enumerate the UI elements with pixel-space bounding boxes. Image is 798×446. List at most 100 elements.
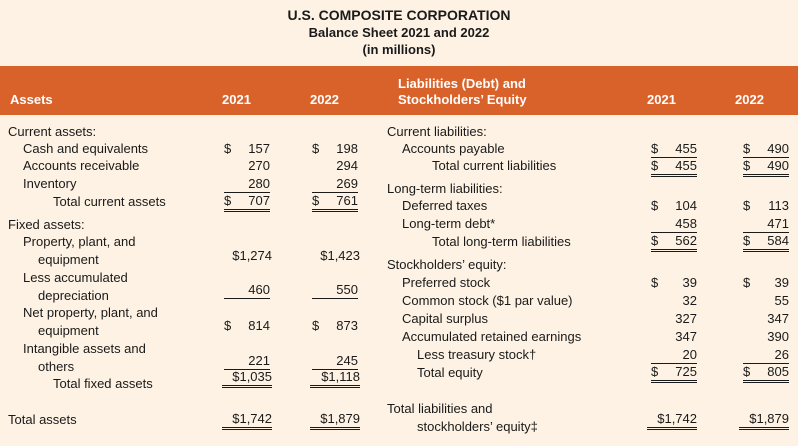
liabilities-year-2022-header: 2022: [735, 92, 764, 107]
ppe-label-line2: equipment: [38, 252, 99, 267]
capital-surplus-label: Capital surplus: [402, 311, 488, 326]
currency-symbol: $: [312, 193, 320, 208]
currency-symbol: $: [743, 364, 751, 379]
total-fixed-assets-2022: $1,118: [310, 369, 360, 388]
payable-2022: $490: [743, 141, 789, 158]
currency-symbol: $: [224, 318, 232, 333]
total-fixed-assets-label: Total fixed assets: [53, 376, 153, 391]
receivable-label: Accounts receivable: [23, 158, 140, 173]
retained-earnings-2021: 347: [675, 329, 697, 344]
currency-symbol: $: [743, 198, 751, 213]
retained-earnings-2022: 390: [767, 329, 789, 344]
total-fixed-assets-2021: $1,035: [222, 369, 272, 388]
total-assets-label: Total assets: [8, 412, 77, 427]
longterm-debt-label: Long-term debt*: [402, 216, 496, 231]
payable-label: Accounts payable: [402, 141, 505, 156]
total-liab-equity-label-line2: stockholders’ equity‡: [417, 419, 538, 434]
liabilities-column-header: Liabilities (Debt) and Stockholders’ Equ…: [398, 76, 527, 107]
total-current-liabilities-label: Total current liabilities: [432, 158, 557, 173]
current-liabilities-heading: Current liabilities:: [387, 124, 487, 139]
receivable-2022: 294: [336, 158, 358, 173]
common-stock-2021: 32: [682, 293, 697, 308]
total-current-assets-label: Total current assets: [53, 194, 166, 209]
total-equity-label: Total equity: [417, 365, 483, 380]
preferred-stock-label: Preferred stock: [402, 275, 491, 290]
liabilities-header-line1: Liabilities (Debt) and: [398, 76, 526, 91]
units-note: (in millions): [362, 42, 436, 57]
treasury-stock-2022: 26: [743, 347, 789, 364]
inventory-2021: 280: [224, 176, 270, 193]
currency-symbol: $: [651, 198, 659, 213]
total-longterm-liabilities-2022: $584: [743, 233, 789, 252]
capital-surplus-2021: 327: [675, 311, 697, 326]
total-equity-2021: $725: [651, 364, 697, 383]
currency-symbol: $: [743, 275, 751, 290]
common-stock-label: Common stock ($1 par value): [402, 293, 573, 308]
total-current-assets-2022: $761: [312, 193, 358, 212]
currency-symbol: $: [651, 233, 659, 248]
accum-dep-label-line1: Less accumulated: [23, 270, 128, 285]
total-longterm-liabilities-label: Total long-term liabilities: [432, 234, 571, 249]
cash-label: Cash and equivalents: [23, 141, 149, 156]
inventory-2022: 269: [312, 176, 358, 193]
total-liab-equity-label-line1: Total liabilities and: [387, 401, 493, 416]
treasury-stock-label: Less treasury stock†: [417, 347, 537, 362]
cash-2021: $157: [224, 141, 270, 156]
fixed-assets-heading: Fixed assets:: [8, 217, 85, 232]
total-liab-equity-2022: $1,879: [739, 411, 789, 430]
total-assets-2021: $1,742: [222, 411, 272, 430]
total-current-assets-2021: $707: [224, 193, 270, 212]
currency-symbol: $: [651, 158, 659, 173]
total-longterm-liabilities-2021: $562: [651, 233, 697, 252]
currency-symbol: $: [743, 233, 751, 248]
cash-2022: $198: [312, 141, 358, 156]
statement-title: Balance Sheet 2021 and 2022: [308, 25, 490, 40]
deferred-taxes-label: Deferred taxes: [402, 198, 488, 213]
company-name: U.S. COMPOSITE CORPORATION: [287, 7, 511, 23]
currency-symbol: $: [743, 158, 751, 173]
total-assets-2022: $1,879: [310, 411, 360, 430]
ppe-label-line1: Property, plant, and: [23, 234, 136, 249]
liabilities-header-line2: Stockholders’ Equity: [398, 92, 527, 107]
assets-year-2021-header: 2021: [222, 92, 251, 107]
accum-dep-2022: 550: [312, 282, 358, 299]
current-assets-heading: Current assets:: [8, 124, 97, 139]
longterm-liabilities-heading: Long-term liabilities:: [387, 181, 503, 196]
intangible-2022: 245: [312, 353, 358, 370]
net-ppe-label-line2: equipment: [38, 323, 99, 338]
receivable-2021: 270: [248, 158, 270, 173]
common-stock-2022: 55: [774, 293, 789, 308]
liabilities-year-2021-header: 2021: [647, 92, 676, 107]
currency-symbol: $: [651, 141, 659, 156]
treasury-stock-2021: 20: [651, 347, 697, 364]
net-ppe-2021: $814: [224, 318, 270, 333]
currency-symbol: $: [651, 364, 659, 379]
capital-surplus-2022: 347: [767, 311, 789, 326]
intangible-label-line1: Intangible assets and: [23, 341, 146, 356]
column-header-bar: Assets 2021 2022 Liabilities (Debt) and …: [0, 66, 798, 115]
assets-year-2022-header: 2022: [310, 92, 339, 107]
stockholders-equity-heading: Stockholders’ equity:: [387, 257, 507, 272]
net-ppe-2022: $873: [312, 318, 358, 333]
currency-symbol: $: [224, 141, 232, 156]
deferred-taxes-2022: $113: [743, 198, 789, 213]
preferred-stock-2022: $39: [743, 275, 789, 290]
intangible-2021: 221: [224, 353, 270, 370]
ppe-2022: $1,423: [320, 248, 360, 263]
currency-symbol: $: [224, 193, 232, 208]
accum-dep-label-line2: depreciation: [38, 288, 109, 303]
currency-symbol: $: [312, 141, 320, 156]
assets-column-header: Assets: [10, 92, 53, 107]
longterm-debt-2022: 471: [743, 216, 789, 233]
inventory-label: Inventory: [23, 176, 77, 191]
currency-symbol: $: [312, 318, 320, 333]
total-current-liabilities-2021: $455: [651, 158, 697, 177]
accum-dep-2021: 460: [224, 282, 270, 299]
currency-symbol: $: [743, 141, 751, 156]
total-equity-2022: $805: [743, 364, 789, 383]
total-liab-equity-2021: $1,742: [647, 411, 697, 430]
payable-2021: $455: [651, 141, 697, 158]
net-ppe-label-line1: Net property, plant, and: [23, 305, 158, 320]
preferred-stock-2021: $39: [651, 275, 697, 290]
intangible-label-line2: others: [38, 359, 75, 374]
